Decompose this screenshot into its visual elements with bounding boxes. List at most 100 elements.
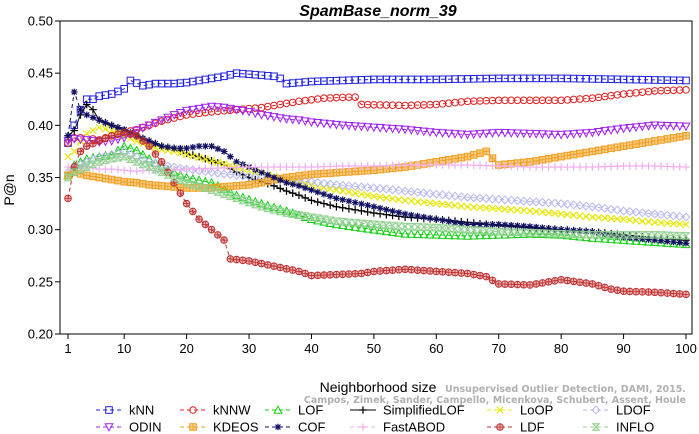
point-kdeos [532,157,540,165]
point-simplifiedlof [338,203,347,212]
point-cof [395,209,403,216]
point-odin [437,129,448,138]
point-loop [370,192,378,201]
point-ldof [375,184,385,194]
point-lof [537,229,548,239]
point-ldof [125,149,135,159]
point-ldf [482,272,491,281]
point-kdeos [107,175,116,184]
x-tick-label: 40 [304,341,318,356]
point-loop [495,205,503,213]
point-ldf [251,258,260,267]
legend-marker-simplifiedlof [359,406,367,414]
y-axis-ticks: 0.20 0.25 0.30 0.35 0.40 0.45 0.50 [28,14,60,342]
point-kdeos [139,179,147,188]
point-ldof [531,197,541,207]
point-ldof [338,180,348,190]
point-ldof [544,198,554,208]
point-simplifiedlof [320,199,328,208]
point-lof [387,227,398,236]
point-ldf [351,269,359,278]
point-simplifiedlof [282,187,291,195]
legend-label: LoOP [520,403,553,418]
point-lof [606,234,616,244]
point-lof [119,141,129,150]
point-kdeos [626,141,634,149]
point-ldf [451,268,459,277]
point-inflo [631,231,641,239]
point-cof [626,234,634,241]
point-loop [95,123,103,132]
point-kdeos [538,155,547,164]
point-ldf [101,134,110,143]
point-cof [108,122,115,129]
point-cof [663,238,671,245]
point-inflo [213,188,223,196]
point-lof [400,228,410,238]
point-ldf [345,270,353,278]
point-ldof [537,197,547,207]
point-loop [544,209,553,217]
point-simplifiedlof [89,105,97,114]
point-ldof [631,207,641,217]
legend-marker-kdeos [189,423,197,431]
point-knn [120,85,128,93]
point-kdeos [638,139,647,147]
point-loop [376,193,384,201]
point-cof [489,221,496,228]
point-ldof [344,181,354,191]
x-axis-label: Neighborhood size [320,379,437,395]
point-ldf [370,267,378,276]
point-inflo [425,223,435,232]
point-ldf [232,255,241,264]
point-ldf [245,257,253,265]
point-inflo [250,200,260,209]
point-loop [201,155,210,163]
point-loop [669,219,678,228]
point-ldf [407,265,416,274]
point-kdeos [669,134,678,142]
point-ldf [326,270,334,279]
point-odin [587,128,597,138]
point-loop [220,160,228,168]
point-lof [612,234,622,244]
point-inflo [681,232,691,240]
point-simplifiedlof [351,206,359,214]
point-cof [295,182,303,190]
point-ldf [120,128,128,137]
point-ldf [469,270,478,279]
watermark-line-1: Unsupervised Outlier Detection, DAMI, 20… [445,384,686,395]
point-ldf [313,271,322,280]
point-ldf [151,150,160,158]
point-odin [425,128,435,137]
point-loop [619,215,628,223]
point-cof [426,214,434,222]
point-cof [595,229,602,237]
point-loop [64,152,72,161]
point-inflo [419,223,429,231]
point-odin [612,125,622,135]
point-inflo [650,231,660,239]
point-ldf [145,142,153,150]
point-cof [470,221,478,228]
legend: kNN kNNW LOF SimplifiedLOF LoOP LDOF ODIN KDEOS… [96,403,654,434]
point-lof [406,229,416,238]
point-inflo [444,224,454,233]
legend-item-lof: LOF [265,403,323,418]
point-kdeos [232,182,241,190]
point-lof [531,229,541,238]
point-inflo [338,218,348,226]
point-loop [413,197,422,206]
point-knnw [351,93,359,101]
point-ldf [488,276,497,285]
y-tick-label: 0.50 [28,14,53,29]
point-cof [320,190,328,198]
point-ldf [501,280,509,288]
point-lof [113,145,123,155]
y-tick-label: 0.20 [28,327,53,342]
point-cof [258,168,265,176]
point-lof [431,230,441,239]
point-cof [457,220,465,227]
point-inflo [456,225,466,234]
